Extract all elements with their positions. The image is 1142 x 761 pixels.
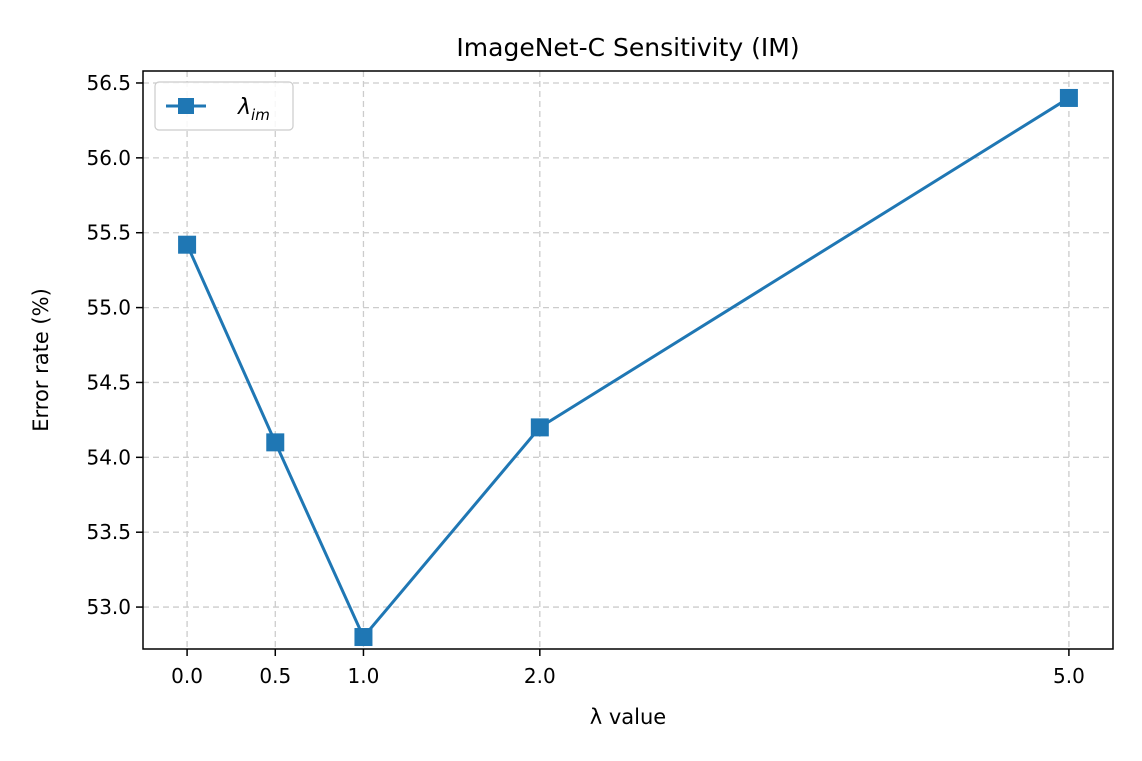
data-point-marker <box>178 235 197 254</box>
x-tick-label: 1.0 <box>348 664 380 688</box>
plot-area-frame <box>142 70 1114 650</box>
y-tick-label: 56.5 <box>86 71 131 95</box>
legend: λim <box>154 81 294 131</box>
legend-label: λim <box>237 95 270 124</box>
legend-box <box>154 81 294 131</box>
x-tick-label: 5.0 <box>1053 664 1085 688</box>
y-tick-label: 53.0 <box>86 595 131 619</box>
y-tick-label: 55.5 <box>86 221 131 245</box>
legend-label-subscript: im <box>251 106 270 124</box>
data-point-marker <box>266 433 285 452</box>
y-tick-label: 55.0 <box>86 296 131 320</box>
series-line <box>185 96 1070 639</box>
data-point-marker <box>354 628 373 647</box>
x-tick-label: 2.0 <box>524 664 556 688</box>
legend-marker-swatch <box>178 98 194 114</box>
x-tick-label: 0.0 <box>171 664 203 688</box>
chart-title: ImageNet-C Sensitivity (IM) <box>456 33 799 62</box>
legend-label-main: λ <box>237 95 251 120</box>
y-tick-label: 53.5 <box>86 520 131 544</box>
series-group <box>178 88 1078 647</box>
grid <box>143 71 1113 649</box>
y-tick-label: 54.5 <box>86 370 131 394</box>
y-axis-label: Error rate (%) <box>29 288 53 432</box>
x-tick-label: 0.5 <box>259 664 291 688</box>
x-axis-ticks: 0.0 0.5 1.0 2.0 5.0 <box>171 649 1085 688</box>
data-point-marker <box>1059 88 1078 107</box>
data-point-marker <box>530 418 549 437</box>
y-tick-label: 56.0 <box>86 146 131 170</box>
x-axis-label: λ value <box>590 705 666 729</box>
y-axis-ticks: 53.0 53.5 54.0 54.5 55.0 55.5 56.0 56.5 <box>86 71 143 619</box>
y-tick-label: 54.0 <box>86 445 131 469</box>
